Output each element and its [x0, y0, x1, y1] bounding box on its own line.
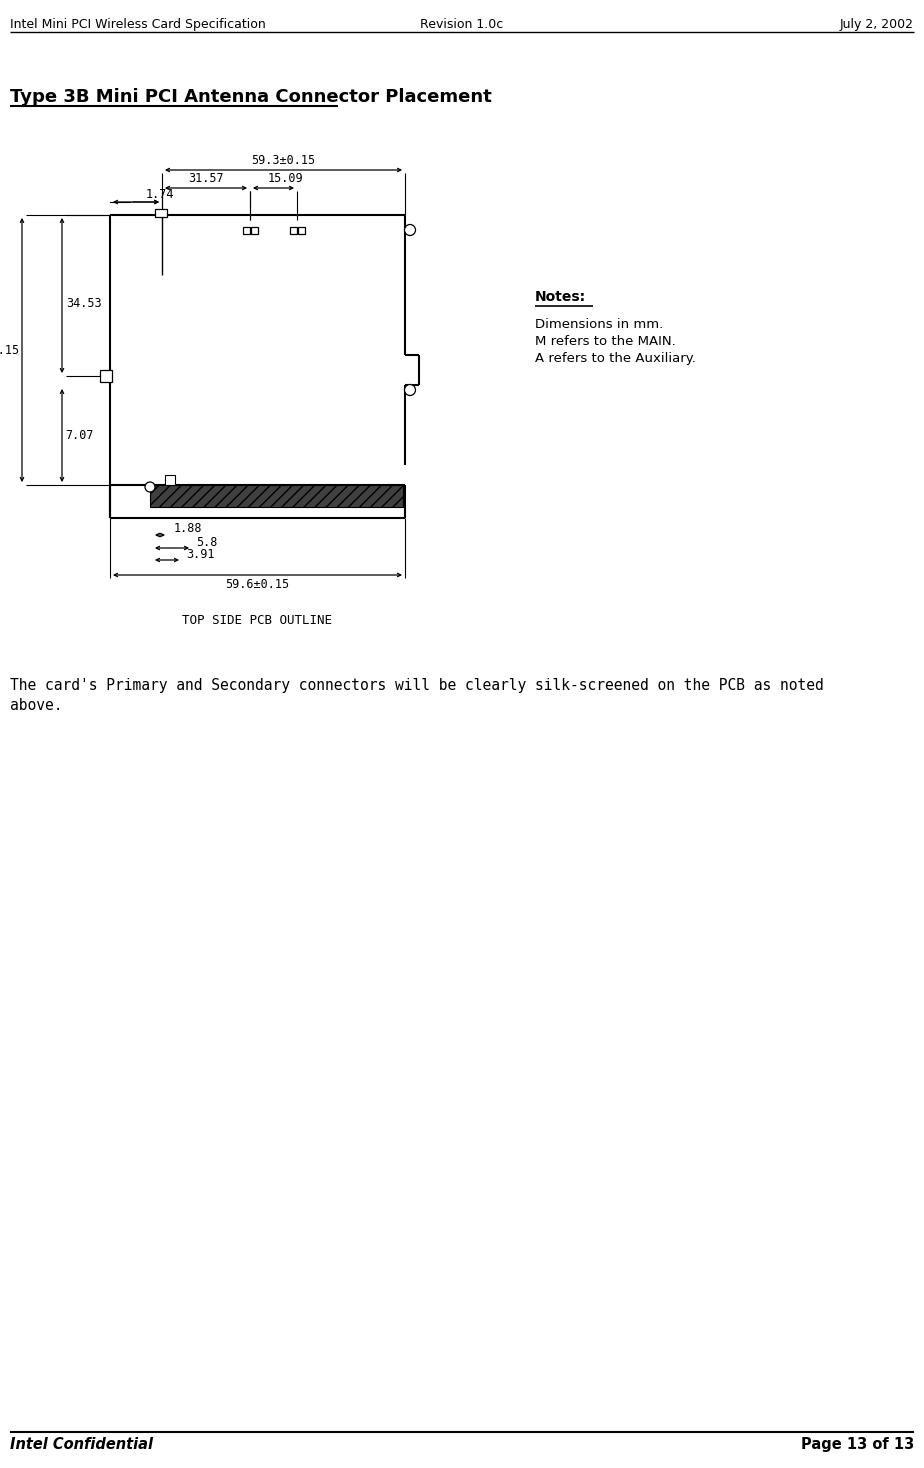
Circle shape — [405, 225, 416, 235]
Text: 15.09: 15.09 — [268, 173, 303, 185]
Text: TOP SIDE PCB OUTLINE: TOP SIDE PCB OUTLINE — [183, 614, 333, 627]
Text: 7.07: 7.07 — [66, 429, 94, 442]
Text: July 2, 2002: July 2, 2002 — [840, 18, 914, 31]
Text: 59.3±0.15: 59.3±0.15 — [251, 154, 316, 166]
Bar — [290, 228, 297, 233]
Text: 31.57: 31.57 — [188, 173, 224, 185]
Text: Intel Mini PCI Wireless Card Specification: Intel Mini PCI Wireless Card Specificati… — [10, 18, 266, 31]
Text: 44.3±0.15: 44.3±0.15 — [0, 344, 19, 357]
Text: Intel Confidential: Intel Confidential — [10, 1437, 153, 1452]
Bar — [243, 228, 250, 233]
Bar — [155, 208, 167, 217]
Text: A refers to the Auxiliary.: A refers to the Auxiliary. — [535, 352, 696, 366]
Circle shape — [145, 482, 155, 492]
Circle shape — [405, 385, 416, 395]
Text: Revision 1.0c: Revision 1.0c — [420, 18, 504, 31]
Text: 3.91: 3.91 — [186, 548, 214, 561]
Text: Notes:: Notes: — [535, 291, 586, 304]
Bar — [165, 476, 175, 484]
Bar — [100, 370, 112, 382]
Text: M refers to the MAIN.: M refers to the MAIN. — [535, 335, 675, 348]
Text: 34.53: 34.53 — [67, 297, 102, 310]
Bar — [150, 484, 403, 506]
Text: The card's Primary and Secondary connectors will be clearly silk-screened on the: The card's Primary and Secondary connect… — [10, 678, 824, 693]
Bar — [251, 228, 258, 233]
Text: 5.8: 5.8 — [196, 536, 217, 549]
Text: above.: above. — [10, 697, 63, 713]
Text: 1.88: 1.88 — [174, 523, 202, 536]
Text: 59.6±0.15: 59.6±0.15 — [225, 578, 289, 592]
Bar — [298, 228, 305, 233]
Text: Dimensions in mm.: Dimensions in mm. — [535, 319, 663, 330]
Text: Type 3B Mini PCI Antenna Connector Placement: Type 3B Mini PCI Antenna Connector Place… — [10, 88, 492, 106]
Text: Page 13 of 13: Page 13 of 13 — [801, 1437, 914, 1452]
Text: 1.74: 1.74 — [146, 188, 175, 201]
